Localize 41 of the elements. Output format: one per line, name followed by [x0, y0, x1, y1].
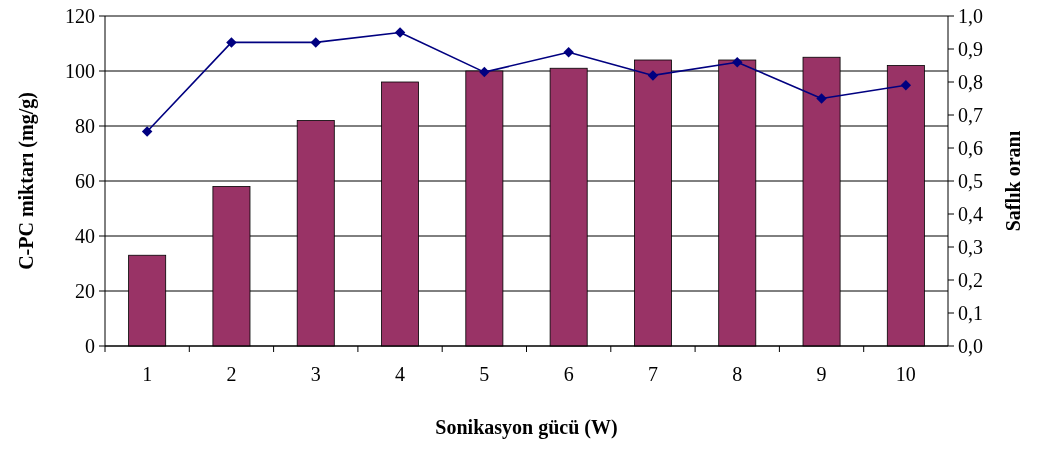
y2-tick-label: 0,6: [958, 137, 983, 159]
point: [900, 80, 912, 91]
point: [394, 27, 406, 38]
x-tick-label: 7: [647, 363, 658, 385]
y2-tick-label: 0,5: [958, 170, 983, 192]
y2-tick-label: 0,7: [958, 104, 983, 126]
x-tick-label: 2: [226, 363, 237, 385]
y-tick-label: 40: [75, 225, 95, 247]
x-tick-label: 9: [816, 363, 827, 385]
y2-tick-label: 0,0: [958, 335, 983, 357]
y2-tick-label: 0,9: [958, 38, 983, 60]
point: [141, 126, 153, 137]
y-tick-label: 120: [65, 5, 95, 27]
y-tick-label: 100: [65, 60, 95, 82]
point: [816, 93, 827, 104]
point: [479, 66, 490, 78]
x-tick-label: 5: [479, 363, 490, 385]
y-tick-label: 80: [75, 115, 95, 137]
y2-tick-label: 0,2: [958, 269, 983, 291]
point: [732, 56, 743, 68]
x-tick-label: 4: [395, 363, 406, 385]
x-tick-label: 1: [142, 363, 153, 385]
x-tick-label: 10: [895, 363, 916, 385]
y-tick-label: 0: [85, 335, 95, 357]
y-tick-label: 60: [75, 170, 95, 192]
y2-tick-label: 0,1: [958, 302, 983, 324]
x-tick-label: 3: [310, 363, 321, 385]
y2-tick-label: 1,0: [958, 5, 983, 27]
y-axis-title: C-PC miktarı (mg/g): [15, 92, 38, 270]
point: [226, 37, 237, 48]
y2-axis-title: Saflık oranı: [1002, 130, 1024, 232]
y2-tick-label: 0,8: [958, 71, 983, 93]
point: [310, 37, 321, 48]
x-axis-title: Sonikasyon gücü (W): [435, 416, 618, 439]
x-tick-label: 6: [563, 363, 574, 385]
point: [563, 47, 574, 58]
x-tick-label: 8: [732, 363, 743, 385]
point: [647, 70, 659, 81]
y2-tick-label: 0,3: [958, 236, 983, 258]
y-tick-label: 20: [75, 280, 95, 302]
y2-tick-label: 0,4: [958, 203, 983, 225]
